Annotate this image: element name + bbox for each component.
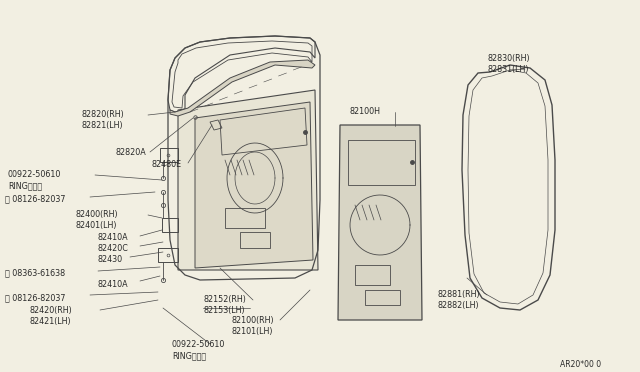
Text: 82881(RH): 82881(RH) [438, 290, 481, 299]
Polygon shape [195, 102, 313, 268]
Text: 82410A: 82410A [98, 280, 129, 289]
Text: 00922-50610: 00922-50610 [8, 170, 61, 179]
Text: 82831(LH): 82831(LH) [488, 65, 529, 74]
Text: 82153(LH): 82153(LH) [203, 306, 244, 315]
Text: 82421(LH): 82421(LH) [30, 317, 72, 326]
Text: 82401(LH): 82401(LH) [75, 221, 116, 230]
Text: 82100H: 82100H [350, 107, 381, 116]
Text: 82420(RH): 82420(RH) [30, 306, 73, 315]
Text: 82400(RH): 82400(RH) [75, 210, 118, 219]
Polygon shape [178, 90, 318, 270]
Text: 82821(LH): 82821(LH) [82, 121, 124, 130]
Text: 82430: 82430 [98, 255, 123, 264]
Text: 82820A: 82820A [115, 148, 146, 157]
Text: Ⓢ 08363-61638: Ⓢ 08363-61638 [5, 268, 65, 277]
Text: Ⓑ 08126-82037: Ⓑ 08126-82037 [5, 194, 65, 203]
Text: 82882(LH): 82882(LH) [438, 301, 479, 310]
Text: 82830(RH): 82830(RH) [488, 54, 531, 63]
Text: Ⓑ 08126-82037: Ⓑ 08126-82037 [5, 293, 65, 302]
Polygon shape [338, 125, 422, 320]
Text: 00922-50610: 00922-50610 [172, 340, 225, 349]
Text: AR20*00 0: AR20*00 0 [560, 360, 601, 369]
Text: 82101(LH): 82101(LH) [232, 327, 273, 336]
Text: 82480E: 82480E [152, 160, 182, 169]
Text: 82100(RH): 82100(RH) [232, 316, 275, 325]
Polygon shape [170, 60, 315, 116]
Text: RINGリング: RINGリング [172, 351, 206, 360]
Text: 82152(RH): 82152(RH) [203, 295, 246, 304]
Text: 82820(RH): 82820(RH) [82, 110, 125, 119]
Text: 82410A: 82410A [98, 233, 129, 242]
Text: 82420C: 82420C [98, 244, 129, 253]
Text: RINGリング: RINGリング [8, 181, 42, 190]
